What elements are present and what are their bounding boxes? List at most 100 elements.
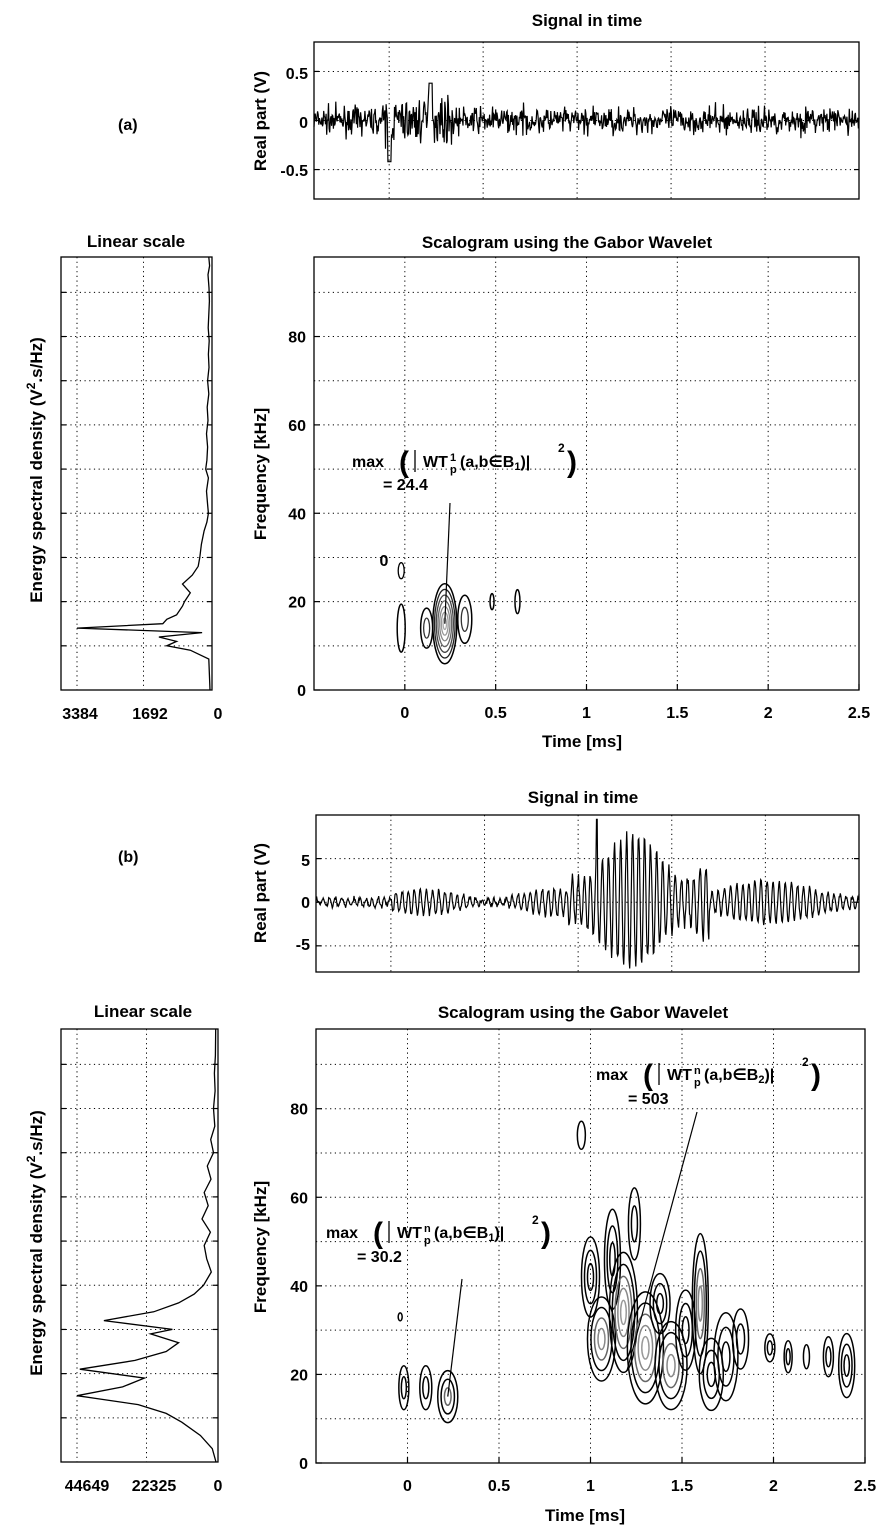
a-esd-title: Linear scale <box>87 232 185 251</box>
xtick-label: 2.5 <box>848 705 870 722</box>
contour-line <box>400 1375 408 1400</box>
contour-line <box>437 600 453 648</box>
contour-line <box>514 588 521 615</box>
contour-line <box>626 1291 665 1405</box>
contour-line <box>422 617 431 639</box>
b2-ann-open-paren: ( <box>643 1059 653 1092</box>
contour-line <box>695 1267 706 1340</box>
b-scalogram-title: Scalogram using the Gabor Wavelet <box>438 1003 729 1022</box>
xtick-label: 1.5 <box>671 1478 693 1495</box>
xtick-label: 0.5 <box>488 1478 510 1495</box>
ytick-label: 80 <box>288 330 306 347</box>
b-scalogram-annotation-b1: max ( WT p n (a,b∈B1)| 2 ) = 30.2 <box>326 1213 551 1397</box>
b2-ann-prefix: max <box>596 1067 628 1084</box>
xtick-label: 0 <box>400 705 409 722</box>
a-scalogram-annotation: max ( WT p 1 (a,b∈B1)| 2 ) = 24.4 <box>352 441 577 624</box>
a-esd-frame <box>60 256 213 691</box>
ytick-label: 20 <box>290 1367 308 1384</box>
b-esd-frame <box>60 1028 219 1463</box>
contour-line <box>397 1312 403 1322</box>
b-scalogram-ylabel: Frequency [kHz] <box>251 1181 270 1313</box>
ytick-label: 0 <box>299 1456 308 1473</box>
b-signal-title: Signal in time <box>528 788 639 807</box>
b1-ann-close: )| <box>494 1225 504 1242</box>
xtick-label: 1.5 <box>666 705 688 722</box>
contour-line <box>735 1323 746 1355</box>
a-ann-close-paren: ) <box>567 446 577 479</box>
b-esd-grid <box>61 1029 218 1462</box>
contour-line <box>627 1187 642 1261</box>
a-scalogram-yticks: 0 20 40 60 80 <box>288 330 320 700</box>
panel-label-a: (a) <box>118 117 138 134</box>
contour-line <box>837 1332 856 1399</box>
contour-line <box>822 1335 835 1378</box>
ytick-label: 20 <box>288 595 306 612</box>
contour-line <box>422 1375 430 1400</box>
b2-ann-set-sub: 2 <box>758 1074 764 1086</box>
b1-ann-sup: n <box>424 1223 431 1235</box>
contour-line <box>583 1249 598 1305</box>
contour-line <box>457 594 473 645</box>
contour-line <box>840 1343 853 1388</box>
contour-line <box>433 588 456 659</box>
b1-ann-value: = 30.2 <box>357 1249 402 1266</box>
contour-line <box>843 1354 851 1377</box>
a-ann-symbol: WT <box>423 454 448 471</box>
b-scalogram-xticks: 0 0.5 1 1.5 2 2.5 <box>403 1457 876 1495</box>
contour-line <box>783 1339 793 1374</box>
b-esd-ylabel-part1: Energy spectral density (V <box>27 1162 46 1376</box>
chart-a-scalogram: Scalogram using the Gabor Wavelet 0 0.5 1 1… <box>251 233 870 751</box>
b-scalogram-annotation-b2: max ( WT p n (a,b∈B2)| 2 ) = 503 <box>596 1055 821 1371</box>
a-scalogram-grid <box>314 257 859 690</box>
b-scalogram-yticks: 0 20 40 60 80 <box>290 1102 322 1473</box>
chart-a-signal: Signal in time 0.5 0 -0.5 Real part (V) <box>251 11 860 200</box>
b2-ann-leader <box>626 1111 698 1371</box>
contour-line <box>439 605 451 642</box>
b-signal-ylabel: Real part (V) <box>251 843 270 943</box>
a-esd-ylabel-part2: .s/Hz) <box>27 337 46 382</box>
b-scalogram-xlabel: Time [ms] <box>545 1506 625 1525</box>
a-ann-sub: p <box>450 464 457 476</box>
contour-line <box>597 1327 606 1351</box>
a-scalogram-xlabel: Time [ms] <box>542 732 622 751</box>
xtick-label: 0 <box>403 1478 412 1495</box>
b-esd-trace <box>76 1028 217 1463</box>
b-scalogram-grid <box>316 1029 865 1463</box>
ytick-label: 40 <box>290 1279 308 1296</box>
a-signal-ytick: 0 <box>299 115 308 132</box>
contour-line <box>593 1317 610 1361</box>
contour-line <box>489 592 495 611</box>
contour-line <box>396 603 406 653</box>
a-ann-set-sub: 1 <box>514 461 520 473</box>
contour-line <box>766 1340 774 1356</box>
ytick-label: 0 <box>297 683 306 700</box>
contour-line <box>580 1236 601 1318</box>
b-esd-xtick: 22325 <box>132 1478 177 1495</box>
xtick-label: 2.5 <box>854 1478 876 1495</box>
panel-label-b: (b) <box>118 849 138 866</box>
a-esd-grid <box>61 257 212 690</box>
a-ann-args: (a,b∈B <box>460 454 514 471</box>
contour-line <box>435 594 455 653</box>
contour-line <box>419 1364 433 1411</box>
contour-line <box>398 1364 410 1411</box>
b-esd-xtick: 44649 <box>65 1478 110 1495</box>
a-esd-ylabel-sup: 2 <box>24 382 38 389</box>
contour-line <box>681 1316 690 1345</box>
chart-a-esd: Linear scale 3384 1692 0 Energy spectral… <box>24 232 223 723</box>
a-esd-ylabel-part1: Energy spectral density (V <box>27 389 46 603</box>
b-signal-grid <box>316 815 859 972</box>
contour-line <box>440 1378 456 1415</box>
b-esd-ylabel: Energy spectral density (V2.s/Hz) <box>24 1110 46 1376</box>
ytick-label: 80 <box>290 1102 308 1119</box>
b1-ann-args-group: (a,b∈B1)| <box>434 1225 504 1244</box>
contour-line <box>609 1241 616 1277</box>
chart-b-signal: Signal in time 5 0 -5 Real part (V) <box>251 788 860 973</box>
a-scalogram-contours <box>396 562 521 665</box>
contour-line <box>655 1292 665 1315</box>
contour-line <box>419 607 434 649</box>
a-ann-value: = 24.4 <box>383 477 428 494</box>
b-signal-ytick: -5 <box>296 937 310 954</box>
a-scalogram-ylabel: Frequency [kHz] <box>251 408 270 540</box>
